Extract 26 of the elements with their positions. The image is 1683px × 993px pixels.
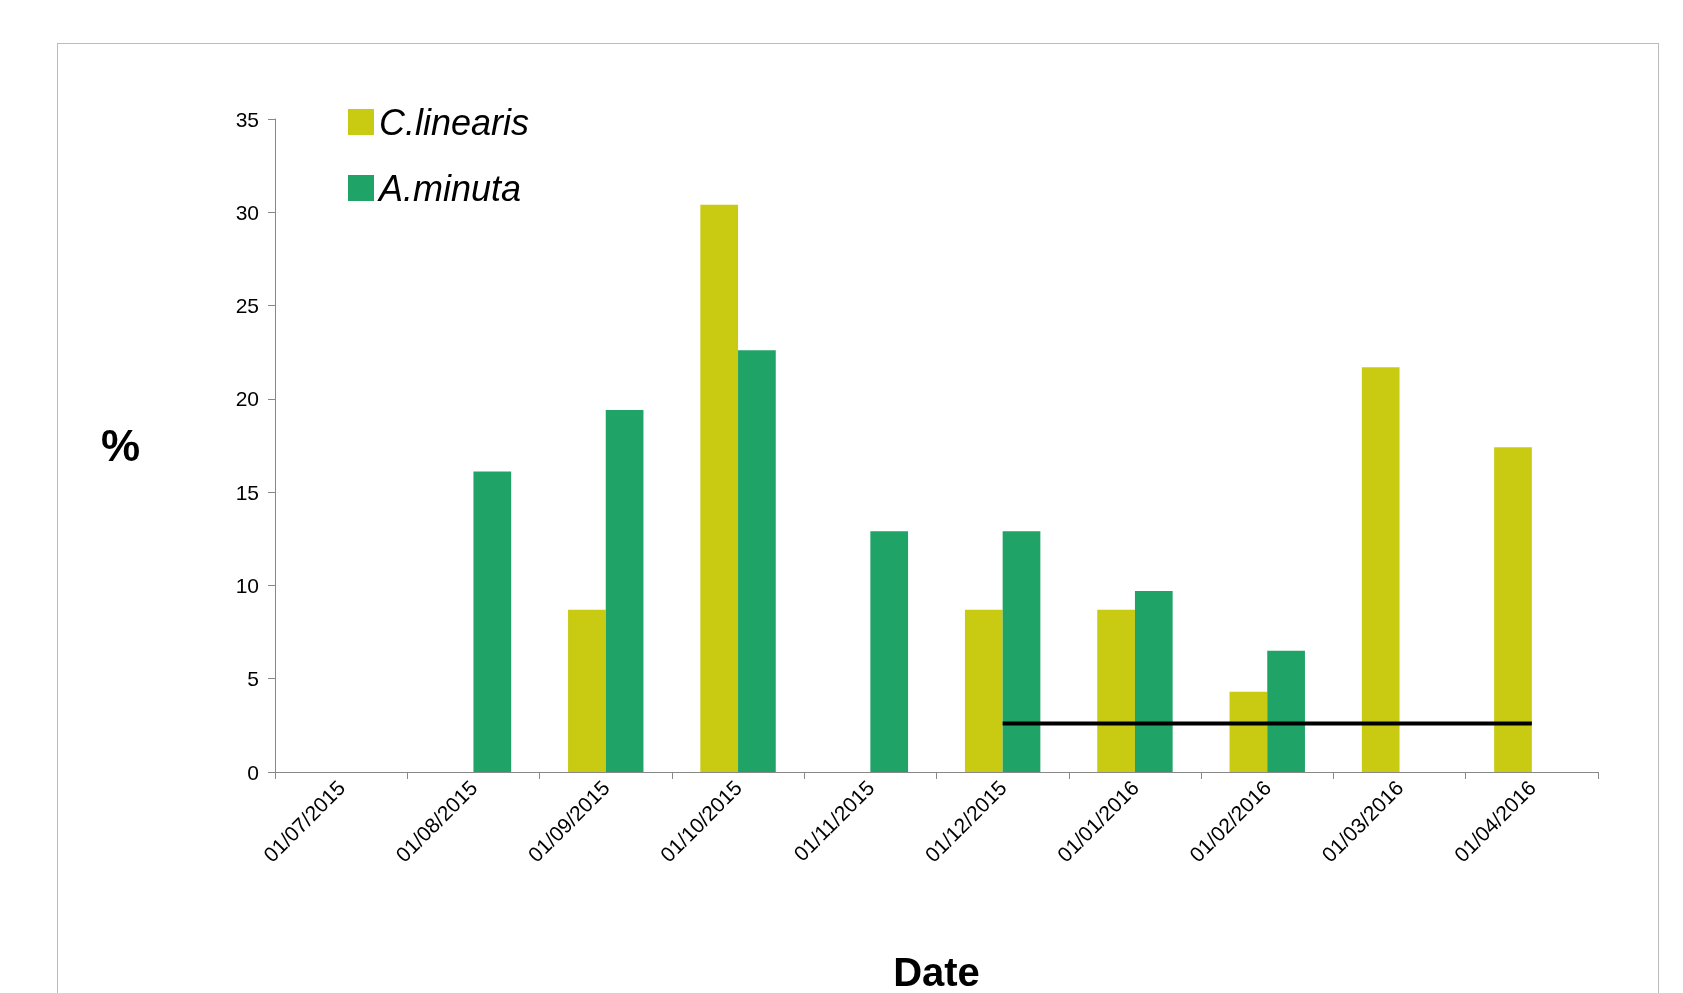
y-tick-label: 0 <box>247 760 259 784</box>
bar <box>1134 591 1173 772</box>
x-axis-title: Date <box>893 950 980 993</box>
bar <box>568 609 606 772</box>
bar <box>605 410 644 772</box>
y-tick-label: 30 <box>235 200 259 224</box>
y-tick-label: 20 <box>235 387 259 411</box>
y-tick-label: 15 <box>235 480 259 504</box>
y-tick-label: 5 <box>247 667 259 691</box>
y-axis-title: % <box>100 421 140 470</box>
bar <box>1267 650 1305 772</box>
y-tick-label: 35 <box>235 107 259 131</box>
legend-label: A.minuta <box>377 167 522 209</box>
legend-label: C.linearis <box>379 101 530 143</box>
bar <box>700 204 739 772</box>
bar <box>738 350 776 772</box>
bar <box>1229 691 1268 772</box>
bar <box>1361 367 1400 772</box>
bar <box>473 471 512 772</box>
bar <box>1494 447 1532 772</box>
bar <box>1097 609 1135 772</box>
bar <box>870 531 909 772</box>
y-tick-label: 25 <box>235 294 259 318</box>
y-tick-label: 10 <box>235 573 259 597</box>
bar <box>964 609 1003 772</box>
bar <box>1002 531 1041 772</box>
